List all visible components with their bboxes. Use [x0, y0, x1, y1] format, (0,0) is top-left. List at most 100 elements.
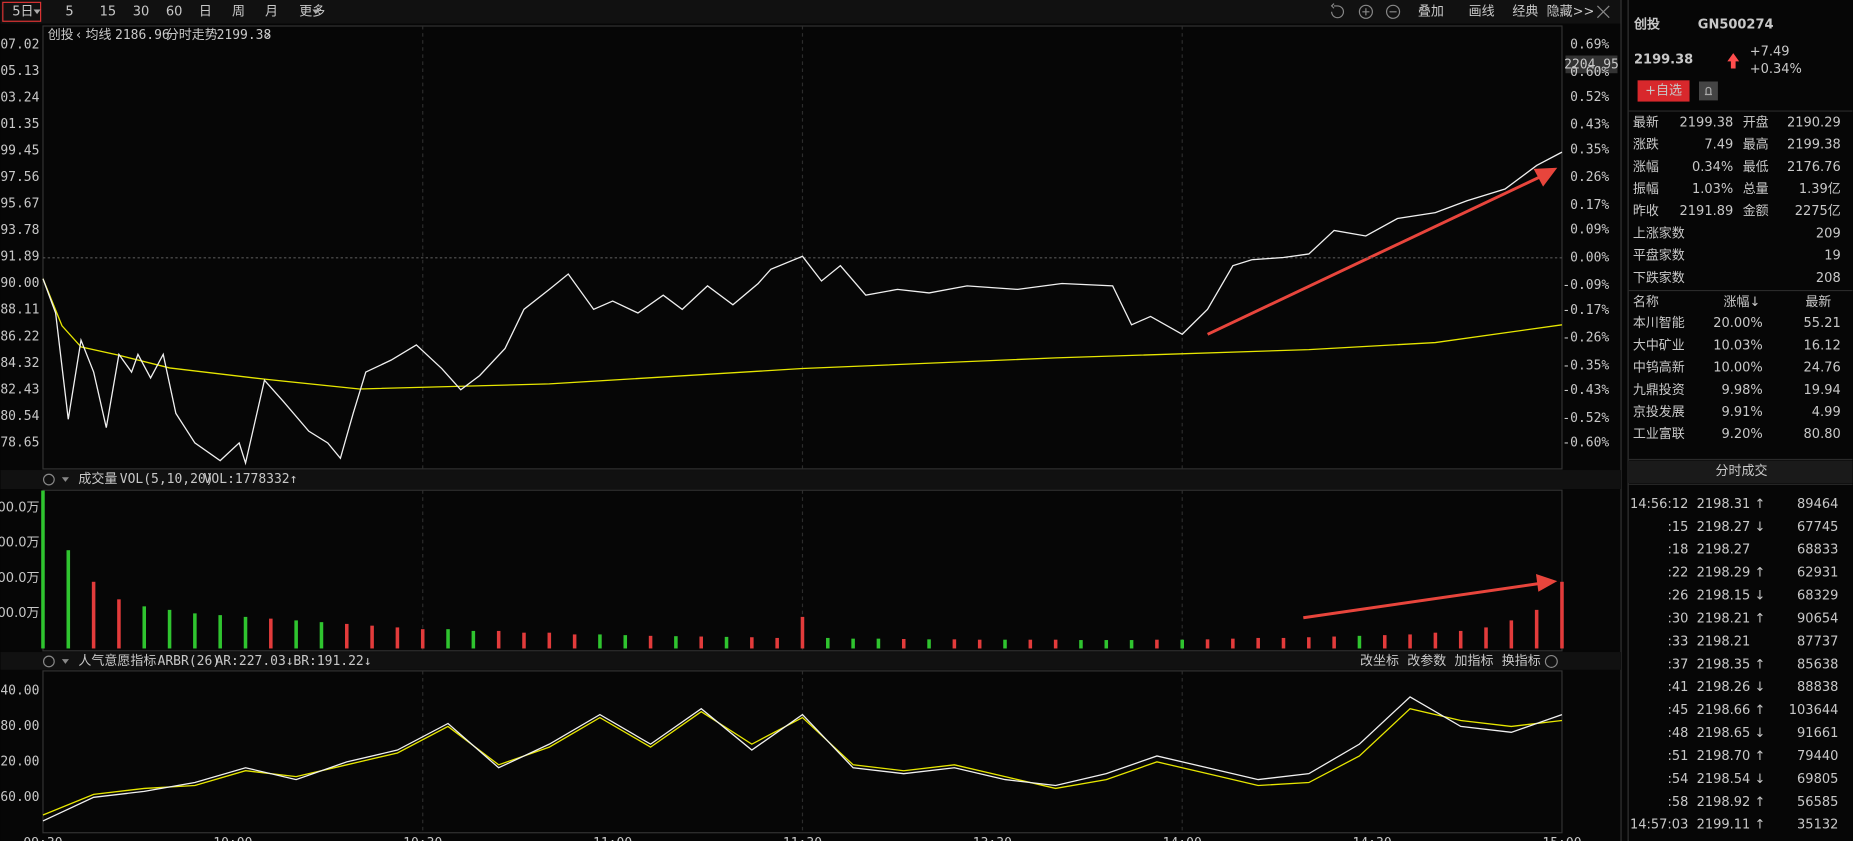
trade-price: 2198.27	[1697, 543, 1751, 558]
price-tick-label: 2207.02	[0, 37, 39, 52]
volume-tick-label: 100.0万	[0, 606, 39, 621]
trend-label: 分时走势	[166, 27, 218, 43]
volume-bar	[1281, 637, 1286, 649]
quote-label: 昨收	[1633, 204, 1659, 219]
stock-name[interactable]: 中钨高新	[1633, 360, 1685, 376]
change: +7.49	[1750, 44, 1790, 59]
trade-price: 2199.11	[1697, 818, 1751, 833]
indicator-tool[interactable]: 换指标	[1502, 654, 1541, 669]
volume-bar	[598, 634, 602, 649]
period-tab[interactable]: 30	[133, 4, 150, 19]
price-tick-label: 2205.13	[0, 64, 39, 79]
indicator-tool[interactable]: 改参数	[1407, 653, 1446, 669]
trade-time: :33	[1667, 634, 1688, 649]
tool-button[interactable]: 画线	[1469, 4, 1495, 19]
tool-button[interactable]: 隐藏>>	[1547, 4, 1595, 19]
percent-tick-label: 0.43%	[1570, 118, 1609, 133]
volume-bar	[775, 637, 779, 649]
stock-name[interactable]: 大中矿业	[1633, 338, 1685, 353]
quote-label: 振幅	[1633, 182, 1659, 197]
quote-label: 总量	[1743, 182, 1769, 197]
trade-arrow: ↑	[1755, 703, 1766, 718]
list-value: 9.20%	[1722, 427, 1763, 442]
trend-arrow	[1206, 174, 1543, 336]
quote-label: 涨幅	[1633, 160, 1659, 175]
price-tick-label: 2199.45	[0, 144, 39, 159]
dropdown-icon	[312, 9, 320, 15]
volume-bar	[142, 606, 147, 649]
trade-price: 2198.15	[1697, 589, 1751, 604]
trade-arrow: ↑	[1755, 795, 1766, 810]
period-tab[interactable]: 15	[100, 4, 117, 19]
percent-tick-label: 0.26%	[1570, 170, 1609, 185]
indicator-tool[interactable]: 改坐标	[1360, 654, 1399, 669]
trade-arrow: ↑	[1755, 818, 1766, 833]
period-tab[interactable]: 60	[166, 4, 183, 19]
quote-label: 金额	[1743, 203, 1769, 219]
stock-name[interactable]: 九鼎投资	[1633, 382, 1685, 398]
watch-label[interactable]: +自选	[1645, 83, 1682, 98]
time-tick-label: 15:00	[1542, 836, 1581, 841]
volume-bar	[674, 636, 678, 649]
period-tab[interactable]: 日	[199, 4, 212, 19]
br-label: BR:191.22↓	[293, 654, 371, 669]
volume-bar	[1256, 637, 1260, 649]
volume-bar	[851, 638, 855, 649]
watch-button[interactable]	[1637, 80, 1690, 102]
tool-button[interactable]: 叠加	[1418, 4, 1444, 19]
trade-price: 2198.31	[1697, 497, 1751, 512]
volume-bar	[420, 629, 425, 649]
volume-bar	[319, 622, 324, 649]
dropdown-icon	[33, 9, 41, 15]
stock-name[interactable]: 本川智能	[1633, 316, 1685, 331]
quote-label: 涨跌	[1633, 137, 1659, 153]
list-value: 24.76	[1804, 361, 1841, 376]
list-value: 19.94	[1804, 383, 1841, 398]
period-tab[interactable]: 更多	[299, 4, 325, 19]
volume-bar	[294, 620, 298, 649]
toolbar	[0, 0, 1622, 24]
percent-tick-label: -0.60%	[1562, 436, 1609, 451]
dropdown-icon[interactable]	[61, 477, 69, 482]
indicator-tool[interactable]: 加指标	[1454, 654, 1493, 669]
arbr-tick-label: 120.00	[0, 754, 39, 769]
alert-button[interactable]	[1698, 81, 1718, 101]
close-icon[interactable]	[1544, 654, 1558, 668]
period-tab[interactable]: 周	[232, 4, 245, 19]
volume-bar	[699, 636, 703, 649]
volume-bar	[826, 637, 830, 649]
stock-name[interactable]: 工业富联	[1633, 426, 1685, 442]
trade-price: 2198.54	[1697, 772, 1751, 787]
percent-tick-label: 0.60%	[1570, 65, 1609, 80]
list-value: 10.03%	[1713, 338, 1763, 353]
time-tick-label: 09:30	[23, 836, 62, 841]
price-tick-label: 2201.35	[0, 117, 39, 132]
period-tab[interactable]: 5日	[12, 4, 33, 19]
trade-volume: 68329	[1797, 589, 1838, 604]
trade-time: 14:56:12	[1630, 497, 1688, 512]
trade-volume: 85638	[1797, 657, 1838, 672]
trade-time: :22	[1667, 566, 1688, 581]
arbr-title: 人气意愿指标	[78, 653, 156, 669]
price-tick-label: 2188.11	[0, 303, 39, 318]
percent-tick-label: -0.26%	[1562, 331, 1609, 346]
volume-bar	[193, 613, 197, 649]
zoom-out-icon	[1385, 4, 1401, 19]
volume-bar	[1307, 637, 1311, 649]
tool-button[interactable]: 经典	[1512, 4, 1538, 19]
volume-bar	[66, 550, 71, 649]
list-value: 9.98%	[1722, 383, 1763, 398]
price-tick-label: 2193.78	[0, 223, 39, 238]
chart-name: 创投	[48, 27, 74, 43]
period-tab[interactable]: 5	[65, 4, 73, 19]
period-tab[interactable]: 月	[265, 4, 278, 19]
dropdown-icon[interactable]	[61, 659, 69, 664]
stock-name[interactable]: 京投发展	[1633, 404, 1685, 420]
volume-bar	[1028, 639, 1033, 649]
trade-volume: 103644	[1789, 703, 1839, 718]
trade-arrow: ↑	[1755, 566, 1766, 581]
percent-tick-label: -0.09%	[1562, 278, 1609, 293]
time-tick-label: 13:30	[973, 836, 1012, 841]
